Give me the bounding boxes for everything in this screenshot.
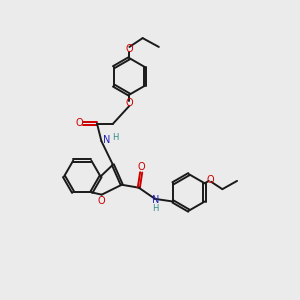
Text: O: O — [206, 175, 214, 185]
Text: O: O — [98, 196, 106, 206]
Text: N: N — [152, 195, 160, 205]
Text: H: H — [152, 204, 158, 213]
Text: N: N — [103, 135, 110, 145]
Text: O: O — [137, 162, 145, 172]
Text: O: O — [126, 98, 133, 109]
Text: O: O — [76, 118, 83, 128]
Text: O: O — [126, 44, 133, 54]
Text: H: H — [112, 133, 119, 142]
